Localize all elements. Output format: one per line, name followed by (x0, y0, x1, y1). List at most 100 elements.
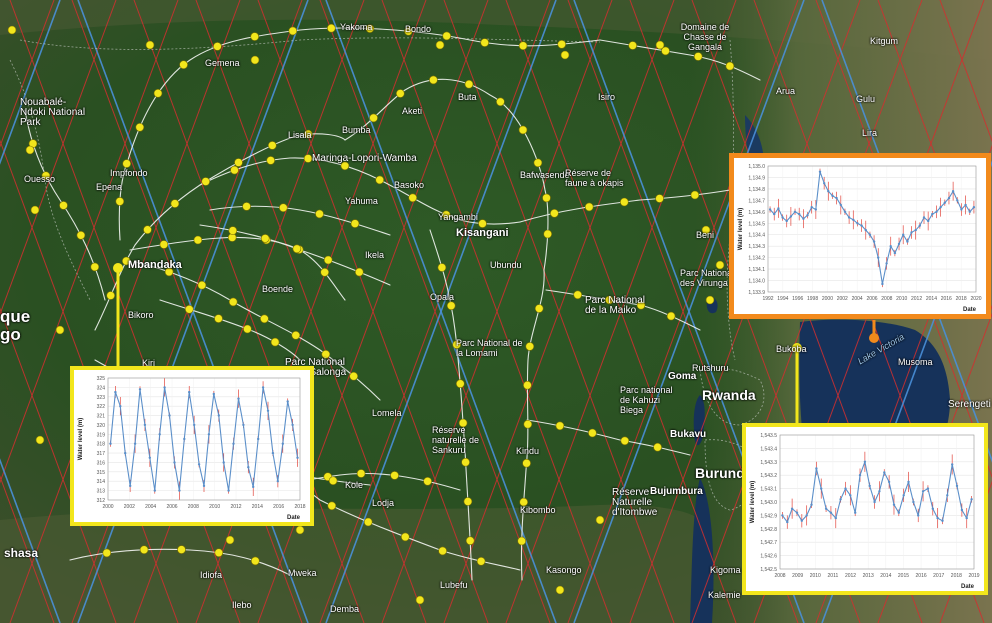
data-point (124, 451, 127, 455)
label-mbandaka: Mbandaka (128, 259, 182, 271)
red-track-line (319, 0, 551, 623)
virtual-station-point (363, 517, 373, 527)
virtual-station-point (326, 23, 336, 33)
inset-chart-lake-tanganyika[interactable]: 1,542.5 1,542.6 1,542.7 1,542.8 1,542.9 1,543… (742, 423, 988, 595)
virtual-station-point (523, 380, 532, 390)
y-tick-label: 313 (97, 489, 106, 495)
label-congo-que: que (0, 307, 31, 326)
x-tick-label: 2000 (102, 504, 113, 510)
y-tick-label: 1,542.5 (760, 567, 777, 573)
y-tick-label: 1,134.7 (748, 198, 765, 204)
virtual-station-point (452, 340, 462, 349)
x-tick-label: 2008 (188, 504, 199, 510)
x-tick-label: 2018 (956, 296, 967, 302)
virtual-station-point (303, 129, 313, 139)
virtual-station-point (517, 536, 527, 546)
label-yakoma: Yakoma (340, 22, 373, 32)
virtual-station-point (465, 536, 475, 546)
y-tick-label: 322 (97, 404, 106, 410)
virtual-station-point (153, 89, 163, 98)
virtual-station-point (260, 314, 269, 324)
data-point (863, 460, 867, 463)
label-basoko: Basoko (394, 180, 425, 190)
data-point (815, 467, 818, 470)
virtual-station-point (408, 193, 418, 203)
label-ouesso: Ouesso (24, 174, 56, 184)
data-point (138, 388, 142, 391)
data-point (873, 500, 876, 504)
data-point (931, 212, 934, 216)
inset-chart-mbandaka[interactable]: 312 313 314 315 316 317 318 319 320 321 322 323 324 3… (70, 366, 314, 526)
virtual-station-point (321, 349, 331, 359)
virtual-station-point (400, 532, 410, 542)
x-tick-label: 2006 (166, 504, 177, 510)
virtual-station-point (213, 42, 222, 51)
y-axis-label: Water level (m) (738, 208, 744, 250)
virtual-station-point (595, 515, 605, 525)
virtual-station-point (588, 428, 597, 438)
data-point (941, 519, 944, 522)
elila-river (526, 419, 691, 456)
x-tick-label: 2010 (896, 296, 907, 302)
red-track-line (381, 0, 613, 623)
data-point (153, 489, 156, 492)
y-tick-label: 1,542.7 (760, 540, 777, 546)
label-arua: Arua (776, 86, 796, 96)
virtual-station-point (135, 123, 145, 132)
virtual-station-point (193, 235, 203, 245)
data-point (193, 423, 196, 427)
y-tick-label: 318 (97, 442, 106, 448)
data-point (163, 386, 166, 389)
virtual-station-point (458, 418, 468, 428)
data-point (823, 182, 826, 185)
y-tick-label: 1,543.2 (760, 473, 777, 479)
virtual-station-point (164, 267, 174, 277)
y-tick-label: 324 (97, 385, 106, 391)
data-point (773, 212, 776, 216)
data-point (910, 231, 913, 234)
virtual-station-point (619, 197, 629, 207)
data-point (207, 433, 211, 436)
virtual-station-point (446, 301, 456, 311)
x-tick-label: 2020 (970, 296, 981, 302)
data-point (257, 437, 260, 441)
chart-lake-tanganyika-water-level: 1,542.5 1,542.6 1,542.7 1,542.8 1,542.9 1,543… (750, 433, 980, 590)
y-tick-label: 320 (97, 423, 106, 429)
data-point (217, 414, 220, 417)
label-virunga: Parc National des Virunga (680, 268, 735, 288)
data-point (931, 507, 934, 510)
red-track-line (9, 0, 241, 623)
red-track-line (567, 0, 799, 623)
data-point (902, 233, 905, 236)
data-point (968, 210, 971, 213)
label-kibombo: Kibombo (520, 505, 556, 515)
data-point (827, 190, 830, 193)
blue-track-line (325, 0, 557, 623)
data-point (183, 437, 186, 441)
station-lake-edward (869, 333, 879, 343)
x-tick-label: 2014 (880, 573, 891, 579)
label-ituri: Réserve de faune à okapis (565, 168, 624, 188)
y-tick-label: 1,135.0 (748, 164, 765, 170)
label-kisangani: Kisangani (456, 227, 509, 239)
data-point (789, 215, 793, 218)
y-tick-label: 1,134.5 (748, 221, 765, 227)
virtual-station-point (525, 342, 535, 351)
label-gulu: Gulu (856, 94, 876, 104)
virtual-station-point (197, 280, 207, 290)
virtual-station-point (145, 40, 155, 50)
data-point (173, 461, 176, 464)
inset-chart-lake-edward[interactable]: 1,133.9 1,134.0 1,134.1 1,134.2 1,134.3 1,134… (729, 153, 991, 319)
x-tick-label: 2016 (916, 573, 927, 579)
data-point (927, 219, 930, 223)
data-point (835, 196, 838, 200)
virtual-station-point (441, 210, 451, 220)
virtual-station-point (288, 26, 298, 36)
chart-lake-edward-water-level: 1,133.9 1,134.0 1,134.1 1,134.2 1,134.3 1,134… (738, 164, 982, 313)
data-point (793, 210, 797, 213)
virtual-station-point (395, 89, 405, 98)
data-point (158, 433, 161, 436)
virtual-station-point (655, 40, 665, 50)
data-point (951, 463, 954, 466)
